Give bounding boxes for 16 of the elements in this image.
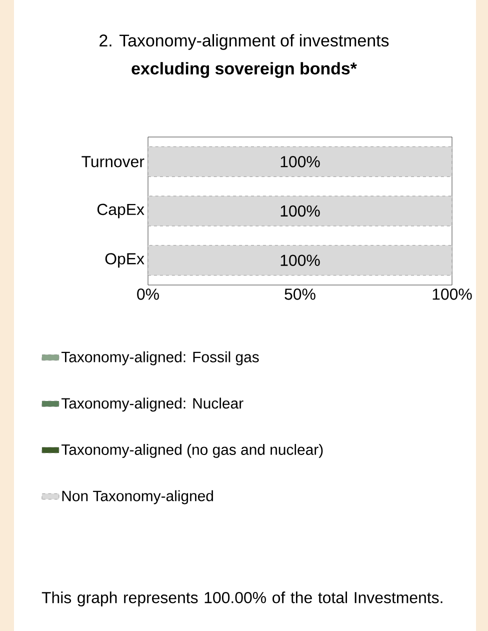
legend-label: Taxonomy-aligned: Fossil gas: [61, 351, 259, 366]
legend-label: Taxonomy-aligned (no gas and nuclear): [61, 444, 323, 458]
legend-label: Taxonomy-aligned: Nuclear: [61, 398, 244, 412]
legend-label: Non Taxonomy-aligned: [62, 490, 213, 504]
y-tick-label: CapEx: [97, 204, 144, 218]
x-tick-label: 50%: [284, 288, 316, 300]
chart-subtitle: excluding sovereign bonds*: [132, 62, 357, 78]
data-label: 100%: [280, 156, 320, 168]
text: This graph represents 100.00% of the total Investments.: [42, 592, 442, 606]
data-label: 100%: [280, 254, 320, 266]
data-label: 100%: [280, 205, 320, 217]
x-tick-label: 0%: [137, 288, 159, 300]
chart-title: 2. Taxonomy-alignment of investments: [100, 34, 389, 50]
y-tick-label: Turnover: [82, 156, 144, 168]
x-tick-label: 100%: [432, 288, 472, 300]
y-tick-label: OpEx: [105, 253, 144, 268]
